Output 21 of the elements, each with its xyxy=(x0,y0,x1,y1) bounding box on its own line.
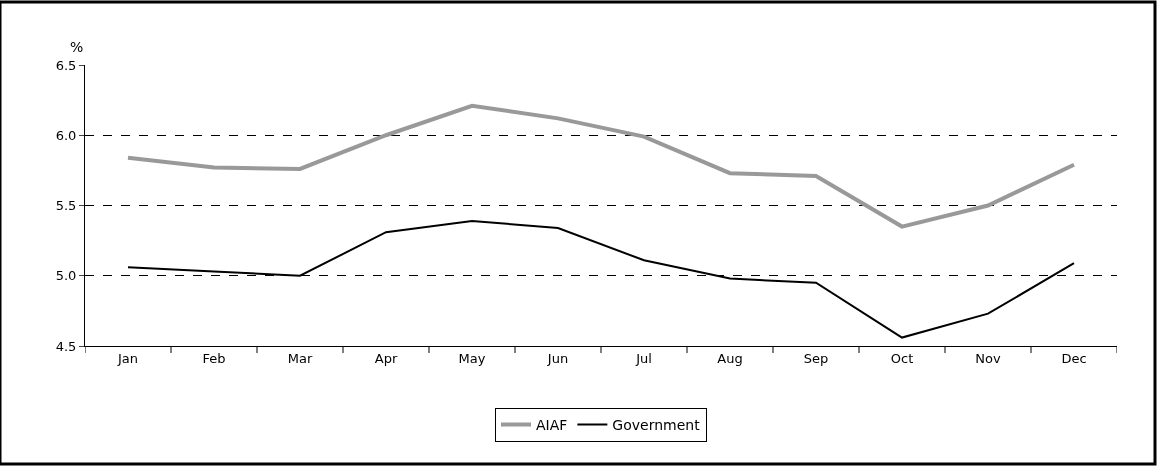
y-tick-label: 4.5 xyxy=(55,338,77,354)
y-tick-label: 5.0 xyxy=(55,268,77,284)
x-tick-label: Jul xyxy=(635,350,652,366)
y-axis-title: % xyxy=(70,39,84,55)
y-tick-label: 6.0 xyxy=(55,127,77,143)
line-series xyxy=(126,103,1076,229)
y-tick-label: 5.5 xyxy=(55,198,77,214)
x-tick-label: May xyxy=(458,350,486,366)
legend-label: Government xyxy=(612,416,701,433)
x-tick-label: Feb xyxy=(202,350,226,366)
legend-label: AIAF xyxy=(536,416,568,433)
x-tick-label: Sep xyxy=(803,350,829,366)
x-tick-label: Jun xyxy=(546,350,569,366)
y-tick-label: 6.5 xyxy=(55,57,77,73)
x-tick-label: Jan xyxy=(116,350,139,366)
x-tick-label: Dec xyxy=(1061,350,1087,366)
x-tick-label: Mar xyxy=(287,350,313,366)
x-tick-label: Nov xyxy=(975,350,1001,366)
x-tick-label: Oct xyxy=(890,350,914,366)
x-tick-label: Aug xyxy=(717,350,743,366)
x-tick-label: Apr xyxy=(374,350,398,366)
